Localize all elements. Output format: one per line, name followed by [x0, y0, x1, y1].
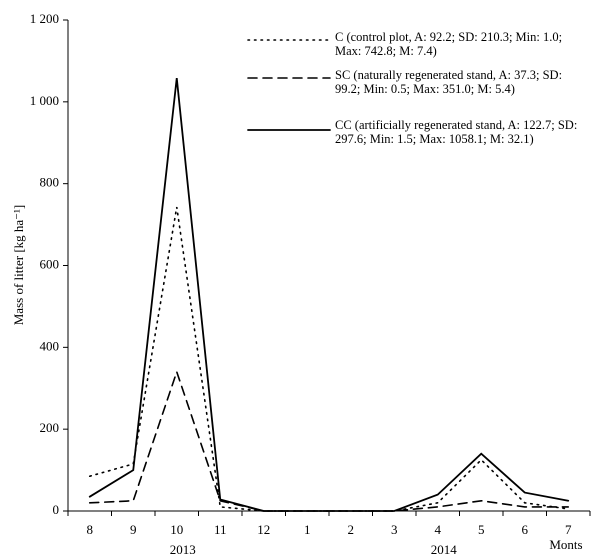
- x-tick-label: 1: [304, 522, 311, 537]
- series-line: [88, 206, 570, 512]
- y-axis-title: Mass of litter [kg ha⁻¹]: [11, 205, 26, 326]
- series-line: [88, 77, 570, 512]
- x-tick-label: 2: [348, 522, 355, 537]
- year-label: 2013: [170, 542, 196, 557]
- legend-label: SC (naturally regenerated stand, A: 37.3…: [335, 68, 563, 96]
- x-tick-label: 6: [522, 522, 529, 537]
- year-label: 2014: [431, 542, 458, 557]
- y-tick-label: 1 000: [30, 93, 59, 108]
- x-tick-label: 8: [87, 522, 94, 537]
- x-tick-label: 7: [565, 522, 572, 537]
- x-axis-title: Monts: [549, 537, 582, 552]
- x-tick-label: 3: [391, 522, 398, 537]
- x-tick-label: 5: [478, 522, 485, 537]
- y-tick-label: 800: [40, 175, 60, 190]
- x-tick-label: 11: [214, 522, 227, 537]
- y-tick-label: 600: [40, 256, 60, 271]
- x-tick-label: 10: [170, 522, 183, 537]
- x-tick-label: 12: [257, 522, 270, 537]
- x-tick-label: 9: [130, 522, 137, 537]
- y-tick-label: 0: [53, 502, 60, 517]
- x-tick-label: 4: [435, 522, 442, 537]
- legend-label: C (control plot, A: 92.2; SD: 210.3; Min…: [335, 30, 563, 58]
- legend-label: CC (artificially regenerated stand, A: 1…: [335, 118, 578, 146]
- y-tick-label: 400: [40, 338, 60, 353]
- series-line: [88, 369, 570, 512]
- y-tick-label: 200: [40, 420, 60, 435]
- y-tick-label: 1 200: [30, 11, 59, 26]
